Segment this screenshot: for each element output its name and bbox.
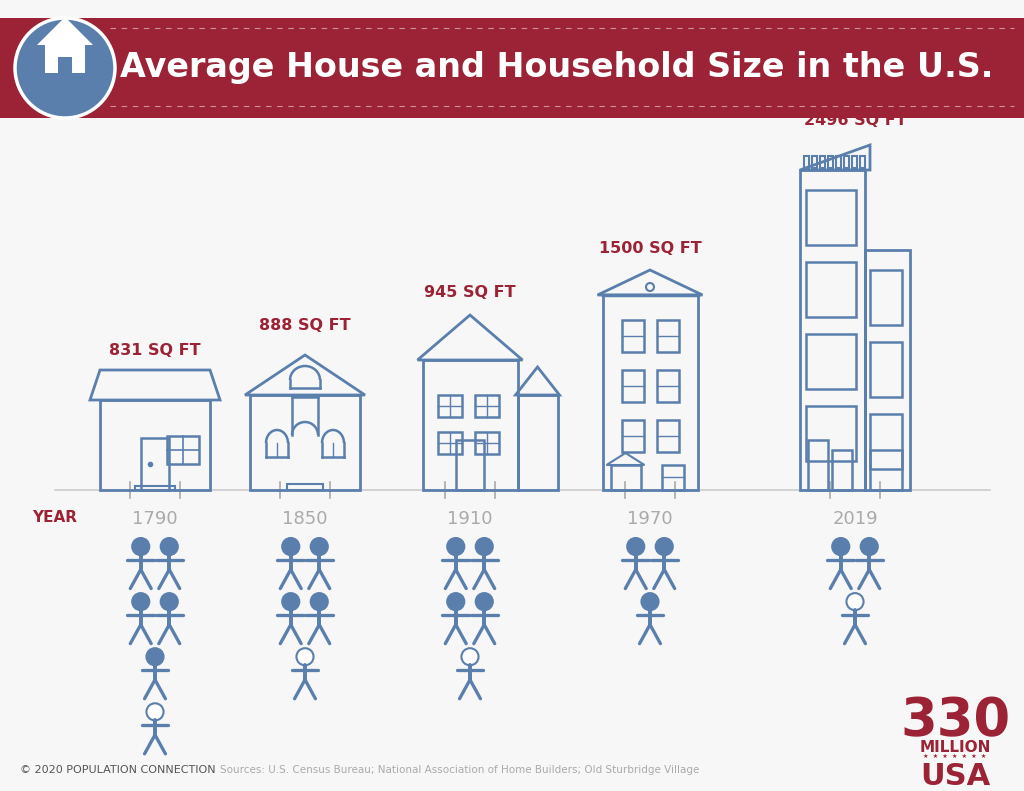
Bar <box>58 57 72 73</box>
Text: 1790: 1790 <box>132 510 178 528</box>
Bar <box>622 320 644 352</box>
Text: © 2020 POPULATION CONNECTION: © 2020 POPULATION CONNECTION <box>20 765 216 775</box>
Text: ★  ★  ★  ★  ★  ★  ★: ★ ★ ★ ★ ★ ★ ★ <box>924 754 987 759</box>
Circle shape <box>447 538 464 555</box>
Bar <box>610 465 640 490</box>
Bar <box>287 484 323 490</box>
Text: 2496 SQ FT: 2496 SQ FT <box>804 113 906 128</box>
Bar <box>475 432 499 454</box>
Bar <box>828 156 833 168</box>
Circle shape <box>447 593 464 610</box>
Text: 330: 330 <box>900 695 1010 747</box>
Circle shape <box>161 538 178 555</box>
Bar <box>622 370 644 402</box>
Bar <box>836 156 841 168</box>
Text: MILLION: MILLION <box>920 740 990 755</box>
Circle shape <box>627 538 644 555</box>
Text: Average House and Household Size in the U.S.: Average House and Household Size in the … <box>120 51 993 85</box>
Bar <box>662 465 684 490</box>
Circle shape <box>310 593 328 610</box>
Circle shape <box>283 593 299 610</box>
Circle shape <box>833 538 849 555</box>
Bar <box>283 488 327 490</box>
Bar <box>870 270 902 325</box>
Circle shape <box>161 593 178 610</box>
Bar <box>657 370 679 402</box>
Bar <box>812 156 817 168</box>
Circle shape <box>132 593 150 610</box>
Bar <box>870 342 902 397</box>
Circle shape <box>462 648 478 665</box>
Circle shape <box>655 538 673 555</box>
Text: 1850: 1850 <box>283 510 328 528</box>
Bar <box>141 438 169 490</box>
Bar <box>456 440 484 490</box>
Bar <box>844 156 849 168</box>
Bar <box>870 450 902 490</box>
Bar <box>806 190 856 245</box>
Text: Sources: U.S. Census Bureau; National Association of Home Builders; Old Sturbrid: Sources: U.S. Census Bureau; National As… <box>220 765 699 775</box>
Bar <box>0 18 1024 118</box>
Bar <box>831 450 852 490</box>
Bar <box>806 406 856 461</box>
Text: 1970: 1970 <box>627 510 673 528</box>
Circle shape <box>15 18 115 118</box>
Circle shape <box>297 648 313 665</box>
Circle shape <box>641 593 658 610</box>
Bar <box>804 156 809 168</box>
Bar <box>100 400 210 490</box>
Bar <box>423 360 517 490</box>
Bar <box>865 250 910 490</box>
Bar <box>475 395 499 417</box>
Bar <box>438 432 462 454</box>
Text: 2019: 2019 <box>833 510 878 528</box>
Bar <box>45 45 85 73</box>
Bar <box>517 395 557 490</box>
Text: USA: USA <box>920 762 990 791</box>
Bar <box>870 414 902 469</box>
Circle shape <box>146 703 164 721</box>
Circle shape <box>476 593 493 610</box>
Bar <box>167 436 199 464</box>
Text: YEAR: YEAR <box>32 510 77 525</box>
Bar <box>250 395 360 490</box>
Bar <box>806 334 856 389</box>
Circle shape <box>861 538 878 555</box>
Bar <box>657 320 679 352</box>
Circle shape <box>310 538 328 555</box>
Text: 945 SQ FT: 945 SQ FT <box>424 285 516 300</box>
Bar <box>622 420 644 452</box>
Bar <box>657 420 679 452</box>
Bar <box>135 486 175 490</box>
Bar <box>860 156 865 168</box>
Text: 888 SQ FT: 888 SQ FT <box>259 318 351 333</box>
Circle shape <box>283 538 299 555</box>
Text: 1500 SQ FT: 1500 SQ FT <box>599 241 701 256</box>
Text: 831 SQ FT: 831 SQ FT <box>110 343 201 358</box>
Bar <box>820 156 825 168</box>
Bar <box>852 156 857 168</box>
Text: 1910: 1910 <box>447 510 493 528</box>
Bar <box>806 262 856 317</box>
Circle shape <box>847 593 863 610</box>
Bar <box>808 440 828 490</box>
Bar <box>438 395 462 417</box>
Circle shape <box>132 538 150 555</box>
Bar <box>800 170 865 490</box>
Bar <box>602 295 697 490</box>
Circle shape <box>476 538 493 555</box>
Polygon shape <box>37 17 93 45</box>
Circle shape <box>146 648 164 665</box>
